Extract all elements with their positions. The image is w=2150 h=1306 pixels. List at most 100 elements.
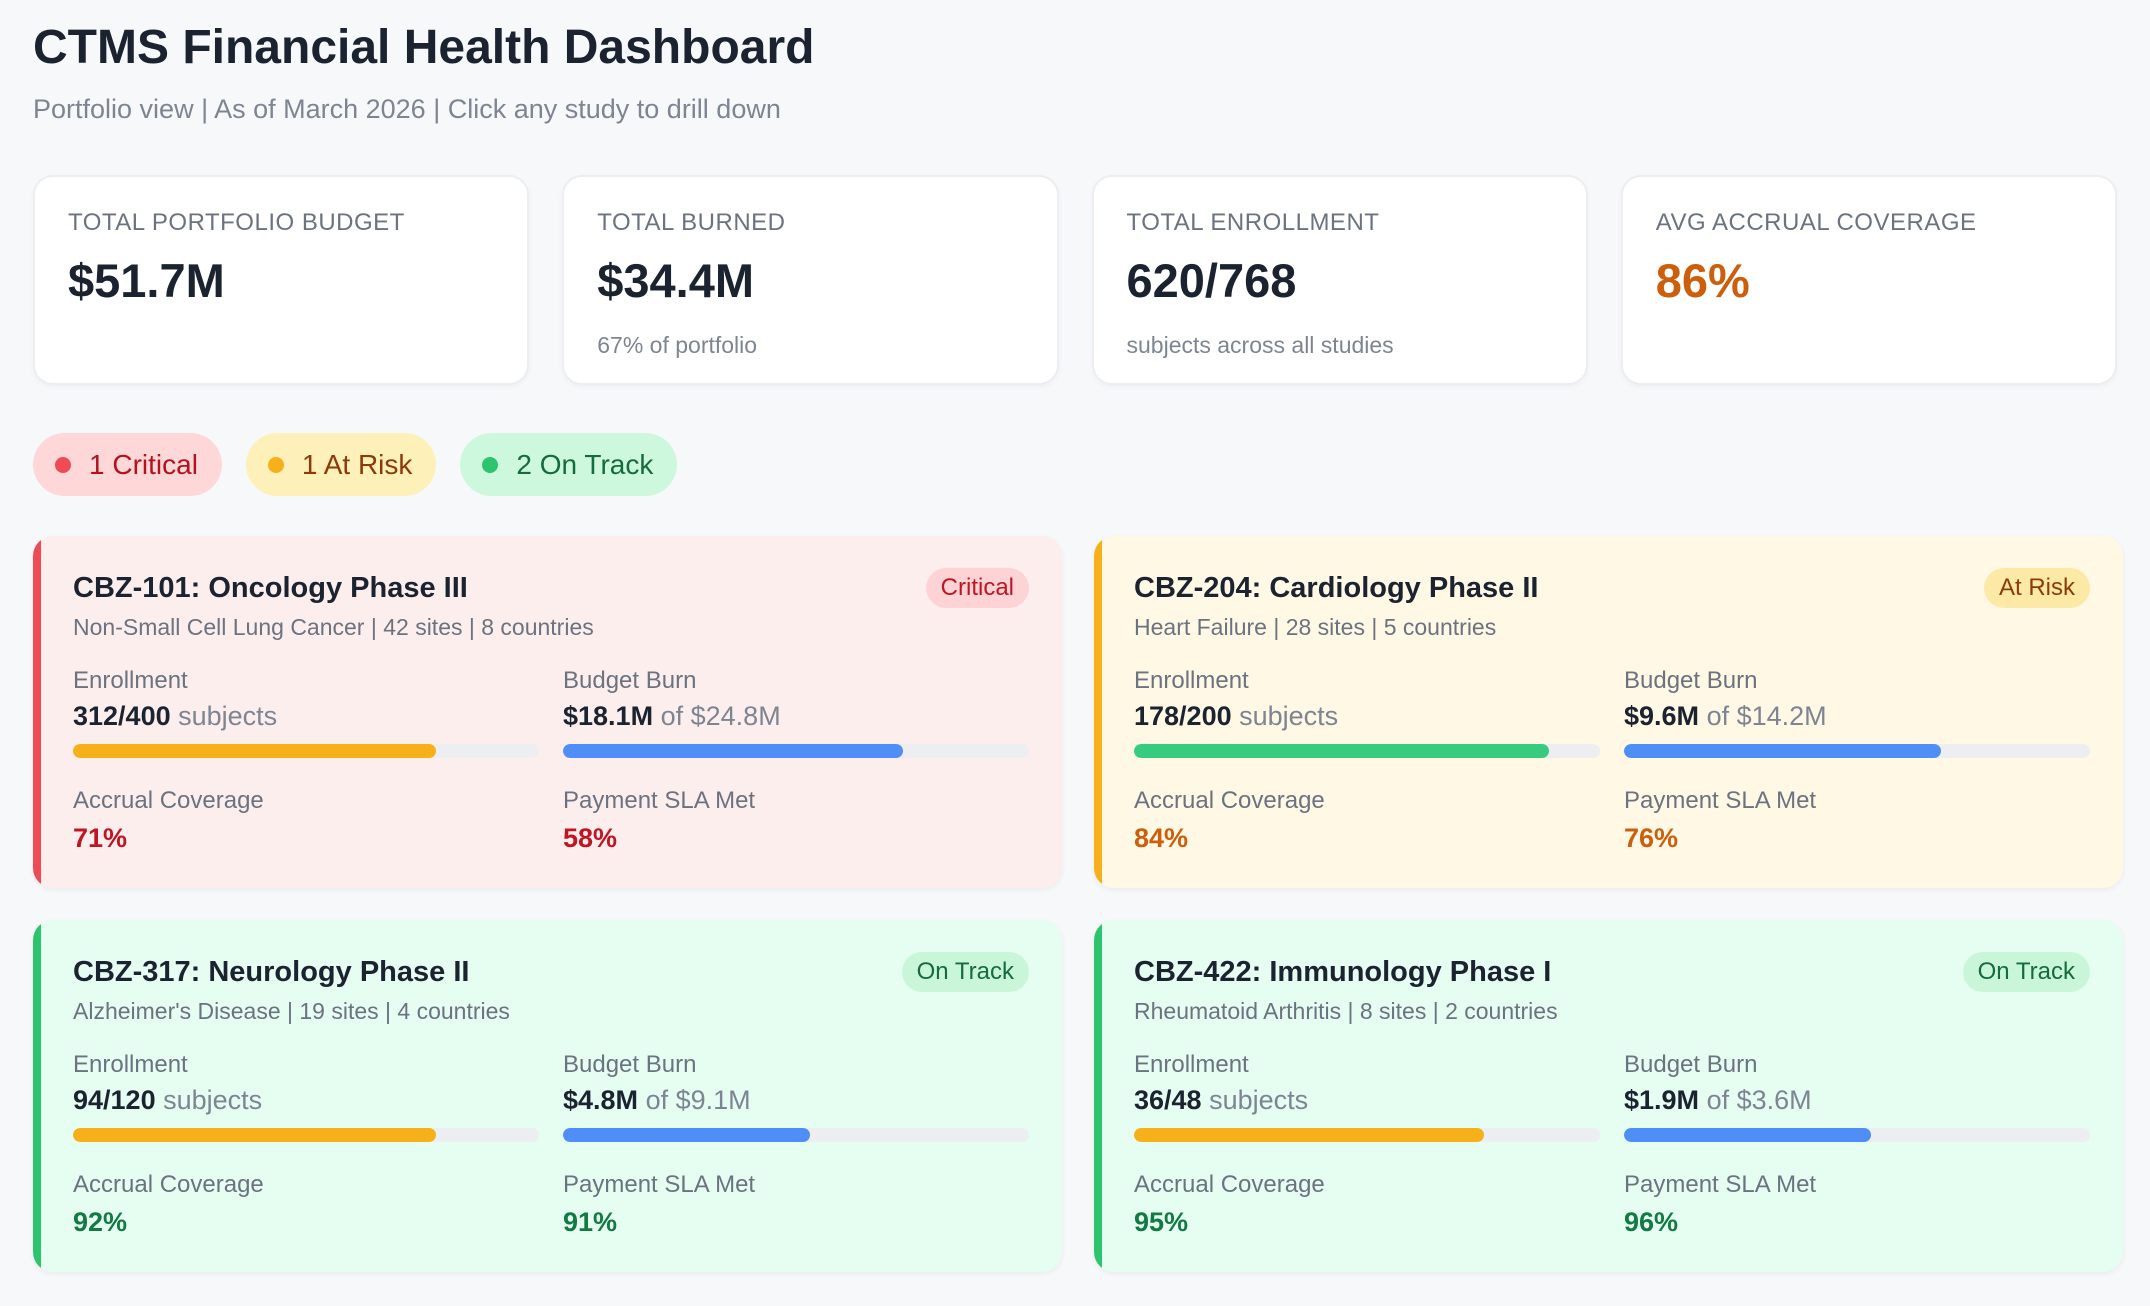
status-badge: Critical bbox=[925, 568, 1029, 608]
budget-progress-bar bbox=[563, 1128, 1029, 1142]
filter-pill-label: 2 On Track bbox=[516, 448, 654, 480]
accrual-value: 84% bbox=[1134, 823, 1189, 853]
status-badge: On Track bbox=[901, 952, 1029, 992]
enrollment-value: 94/120 bbox=[73, 1085, 156, 1115]
enrollment-progress-fill bbox=[73, 1128, 437, 1142]
metric-label: Payment SLA Met bbox=[563, 1171, 756, 1198]
green-dot-icon bbox=[482, 456, 499, 473]
study-title: CBZ-204: Cardiology Phase II bbox=[1134, 572, 1539, 604]
budget-progress-fill bbox=[1624, 744, 1941, 758]
budget-burn-metric: Budget Burn $18.1M of $24.8M bbox=[563, 667, 1029, 787]
burn-value: $9.6M bbox=[1624, 701, 1700, 731]
study-card-grid: CBZ-101: Oncology Phase III Critical Non… bbox=[33, 536, 2123, 1272]
budget-total: $24.8M bbox=[690, 701, 781, 731]
enrollment-value: 312/400 bbox=[73, 701, 171, 731]
sla-metric: Payment SLA Met 96% bbox=[1624, 1171, 2090, 1272]
metric-label: Enrollment bbox=[1134, 1051, 1249, 1078]
filter-pill-critical[interactable]: 1 Critical bbox=[33, 433, 222, 496]
metric-label: Budget Burn bbox=[563, 1051, 697, 1078]
sla-value: 76% bbox=[1624, 823, 1679, 853]
status-filter-row: 1 Critical 1 At Risk 2 On Track bbox=[33, 433, 2117, 496]
kpi-value: $51.7M bbox=[68, 254, 225, 307]
study-card-cbz-317[interactable]: CBZ-317: Neurology Phase II On Track Alz… bbox=[33, 920, 1062, 1272]
metric-label: Accrual Coverage bbox=[73, 787, 264, 814]
kpi-value: 620/768 bbox=[1126, 254, 1297, 307]
kpi-label: TOTAL PORTFOLIO BUDGET bbox=[68, 209, 405, 236]
of-text: of bbox=[1706, 1085, 1730, 1115]
enrollment-progress-bar bbox=[1134, 1128, 1600, 1142]
metric-label: Enrollment bbox=[73, 667, 188, 694]
study-card-cbz-204[interactable]: CBZ-204: Cardiology Phase II At Risk Hea… bbox=[1094, 536, 2123, 888]
sla-value: 96% bbox=[1624, 1207, 1679, 1237]
budget-burn-metric: Budget Burn $1.9M of $3.6M bbox=[1624, 1051, 2090, 1171]
status-badge: On Track bbox=[1962, 952, 2090, 992]
study-title: CBZ-317: Neurology Phase II bbox=[73, 956, 470, 988]
metric-label: Payment SLA Met bbox=[1624, 787, 1817, 814]
page-title: CTMS Financial Health Dashboard bbox=[33, 21, 815, 74]
study-card-cbz-422[interactable]: CBZ-422: Immunology Phase I On Track Rhe… bbox=[1094, 920, 2123, 1272]
accrual-metric: Accrual Coverage 92% bbox=[73, 1171, 539, 1272]
budget-total: $3.6M bbox=[1736, 1085, 1812, 1115]
enrollment-progress-bar bbox=[73, 744, 539, 758]
kpi-value: 86% bbox=[1655, 254, 1750, 307]
study-description: Non-Small Cell Lung Cancer | 42 sites | … bbox=[73, 614, 594, 640]
subjects-unit: subjects bbox=[163, 1085, 263, 1115]
accrual-metric: Accrual Coverage 95% bbox=[1134, 1171, 1600, 1272]
burn-value: $4.8M bbox=[563, 1085, 639, 1115]
filter-pill-on-track[interactable]: 2 On Track bbox=[460, 433, 678, 496]
budget-burn-metric: Budget Burn $4.8M of $9.1M bbox=[563, 1051, 1029, 1171]
budget-progress-fill bbox=[563, 744, 904, 758]
kpi-card-total-enrollment: TOTAL ENROLLMENT 620/768 subjects across… bbox=[1091, 175, 1588, 385]
sla-metric: Payment SLA Met 58% bbox=[563, 787, 1029, 888]
accrual-value: 71% bbox=[73, 823, 128, 853]
metric-label: Budget Burn bbox=[1624, 1051, 1758, 1078]
metric-label: Accrual Coverage bbox=[73, 1171, 264, 1198]
filter-pill-label: 1 Critical bbox=[89, 448, 198, 480]
filter-pill-at-risk[interactable]: 1 At Risk bbox=[245, 433, 437, 496]
metric-label: Accrual Coverage bbox=[1134, 1171, 1325, 1198]
budget-progress-bar bbox=[1624, 744, 2090, 758]
sla-value: 91% bbox=[563, 1207, 618, 1237]
kpi-card-avg-accrual: AVG ACCRUAL COVERAGE 86% bbox=[1620, 175, 2117, 385]
enrollment-progress-fill bbox=[1134, 744, 1549, 758]
study-card-cbz-101[interactable]: CBZ-101: Oncology Phase III Critical Non… bbox=[33, 536, 1062, 888]
study-title: CBZ-101: Oncology Phase III bbox=[73, 572, 468, 604]
burn-value: $1.9M bbox=[1624, 1085, 1700, 1115]
budget-progress-fill bbox=[563, 1128, 810, 1142]
kpi-card-total-budget: TOTAL PORTFOLIO BUDGET $51.7M bbox=[33, 175, 530, 385]
accrual-metric: Accrual Coverage 71% bbox=[73, 787, 539, 888]
page-subtitle: Portfolio view | As of March 2026 | Clic… bbox=[33, 94, 781, 124]
enrollment-value: 178/200 bbox=[1134, 701, 1232, 731]
of-text: of bbox=[645, 1085, 669, 1115]
metric-label: Enrollment bbox=[1134, 667, 1249, 694]
study-title: CBZ-422: Immunology Phase I bbox=[1134, 956, 1552, 988]
accrual-value: 92% bbox=[73, 1207, 128, 1237]
metric-label: Budget Burn bbox=[563, 667, 697, 694]
metric-label: Budget Burn bbox=[1624, 667, 1758, 694]
enrollment-value: 36/48 bbox=[1134, 1085, 1202, 1115]
study-description: Heart Failure | 28 sites | 5 countries bbox=[1134, 614, 1497, 640]
budget-burn-metric: Budget Burn $9.6M of $14.2M bbox=[1624, 667, 2090, 787]
enrollment-metric: Enrollment 94/120 subjects bbox=[73, 1051, 539, 1171]
enrollment-metric: Enrollment 36/48 subjects bbox=[1134, 1051, 1600, 1171]
enrollment-metric: Enrollment 312/400 subjects bbox=[73, 667, 539, 787]
kpi-subtext: 67% of portfolio bbox=[597, 332, 758, 358]
status-badge: At Risk bbox=[1983, 568, 2090, 608]
study-description: Alzheimer's Disease | 19 sites | 4 count… bbox=[73, 998, 510, 1024]
accrual-metric: Accrual Coverage 84% bbox=[1134, 787, 1600, 888]
metric-label: Accrual Coverage bbox=[1134, 787, 1325, 814]
enrollment-progress-fill bbox=[73, 744, 437, 758]
budget-progress-bar bbox=[563, 744, 1029, 758]
filter-pill-label: 1 At Risk bbox=[301, 448, 413, 480]
accrual-value: 95% bbox=[1134, 1207, 1189, 1237]
budget-total: $14.2M bbox=[1736, 701, 1827, 731]
budget-total: $9.1M bbox=[675, 1085, 751, 1115]
amber-dot-icon bbox=[267, 456, 284, 473]
sla-value: 58% bbox=[563, 823, 618, 853]
metric-label: Enrollment bbox=[73, 1051, 188, 1078]
kpi-label: AVG ACCRUAL COVERAGE bbox=[1655, 209, 1977, 236]
red-dot-icon bbox=[55, 456, 71, 473]
kpi-label: TOTAL ENROLLMENT bbox=[1126, 209, 1380, 236]
of-text: of bbox=[1706, 701, 1730, 731]
